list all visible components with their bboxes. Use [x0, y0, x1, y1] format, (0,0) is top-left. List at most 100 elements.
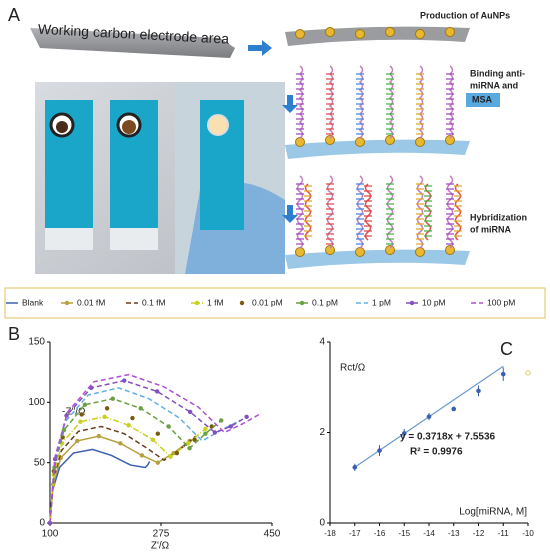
gold-np: [445, 245, 455, 255]
r-squared: R² = 0.9976: [410, 447, 463, 458]
arrow: [248, 40, 272, 56]
x-tick-label: -14: [423, 529, 435, 538]
marker: [104, 406, 110, 411]
marker: [155, 431, 161, 436]
marker: [122, 378, 127, 383]
x-tick-label: 450: [264, 529, 281, 540]
marker: [78, 419, 83, 424]
dna: [304, 183, 312, 241]
gold-np: [385, 135, 395, 145]
marker: [61, 427, 67, 433]
y-tick-label: 4: [319, 337, 325, 348]
point: [377, 448, 382, 453]
contacts: [110, 228, 158, 250]
dna: [388, 65, 394, 139]
electrode: [56, 121, 68, 133]
legend-label: 0.01 pM: [252, 297, 283, 307]
gold-np: [325, 245, 335, 255]
marker: [154, 389, 160, 394]
y-axis-label: Rct/Ω: [340, 363, 366, 374]
x-tick-label: -18: [324, 529, 336, 538]
gold-np: [415, 247, 425, 257]
point: [426, 414, 432, 419]
marker: [219, 418, 224, 423]
series-line: [49, 397, 222, 524]
step-text: Hybridization: [470, 212, 527, 222]
substrate: [285, 26, 470, 46]
legend-label: 0.1 fM: [142, 297, 166, 307]
marker: [187, 409, 193, 415]
marker: [52, 465, 57, 470]
contacts: [45, 228, 93, 250]
x-axis-label: Log[miRNA, M]: [459, 507, 527, 518]
step-text: MSA: [472, 94, 493, 104]
x-tick-label: -15: [398, 529, 410, 538]
gold-np: [385, 27, 395, 37]
legend-label: 100 pM: [487, 297, 515, 307]
step-text: Binding anti-: [470, 68, 525, 78]
electrode: [207, 114, 229, 136]
dna: [356, 175, 364, 249]
x-tick-label: -16: [374, 529, 386, 538]
legend-label: 1 fM: [207, 297, 224, 307]
equation: y = 0.3718x + 7.5536: [400, 432, 496, 443]
gold-np: [445, 135, 455, 145]
gold-np: [355, 137, 365, 147]
electrode: [122, 120, 136, 134]
legend-marker: [194, 300, 200, 306]
series-line: [49, 435, 190, 524]
y-tick-label: 150: [28, 337, 45, 348]
x-tick-label: -12: [473, 529, 485, 538]
dna: [358, 65, 364, 139]
marker: [187, 445, 192, 451]
gold-np: [415, 29, 425, 39]
marker: [118, 441, 123, 446]
dna: [424, 183, 432, 241]
marker: [79, 412, 84, 417]
dna: [298, 65, 304, 139]
marker: [168, 454, 173, 459]
gold-np: [325, 27, 335, 37]
marker: [60, 435, 65, 440]
dna: [446, 175, 454, 249]
legend-box: [4, 287, 546, 319]
marker: [203, 426, 208, 432]
marker: [244, 414, 249, 420]
dna: [328, 65, 334, 139]
legend-marker: [64, 300, 70, 306]
series-line: [49, 373, 260, 524]
x-axis-label: Z'/Ω: [151, 541, 170, 552]
arrow: [282, 205, 298, 223]
marker: [126, 423, 131, 428]
marker: [203, 431, 208, 436]
series-line: [49, 425, 197, 524]
point: [500, 371, 506, 377]
gold-np: [385, 245, 395, 255]
dna: [364, 183, 372, 241]
legend-marker: [299, 300, 305, 306]
legend-label: Blank: [22, 297, 44, 307]
y-tick-label: 0: [39, 518, 45, 529]
legend-marker: [239, 300, 245, 306]
legend-label: 10 pM: [422, 297, 446, 307]
marker: [82, 402, 88, 407]
point: [525, 369, 531, 376]
dna: [296, 175, 304, 249]
marker: [155, 460, 161, 465]
step-text: of miRNA: [470, 224, 511, 234]
dna: [416, 175, 424, 249]
msa-box: [466, 93, 500, 107]
marker: [96, 433, 102, 439]
gold-np: [415, 137, 425, 147]
electrode-slab: [30, 28, 235, 58]
legend-label: 1 pM: [372, 297, 391, 307]
x-tick-label: 100: [42, 529, 59, 540]
dna: [448, 65, 454, 139]
y-tick-label: 50: [34, 457, 46, 468]
y-tick-label: 2: [319, 427, 325, 438]
dna: [386, 175, 394, 249]
x-tick-label: -11: [498, 529, 510, 538]
x-tick-label: 275: [153, 529, 170, 540]
dna: [418, 65, 424, 139]
marker: [166, 424, 171, 429]
